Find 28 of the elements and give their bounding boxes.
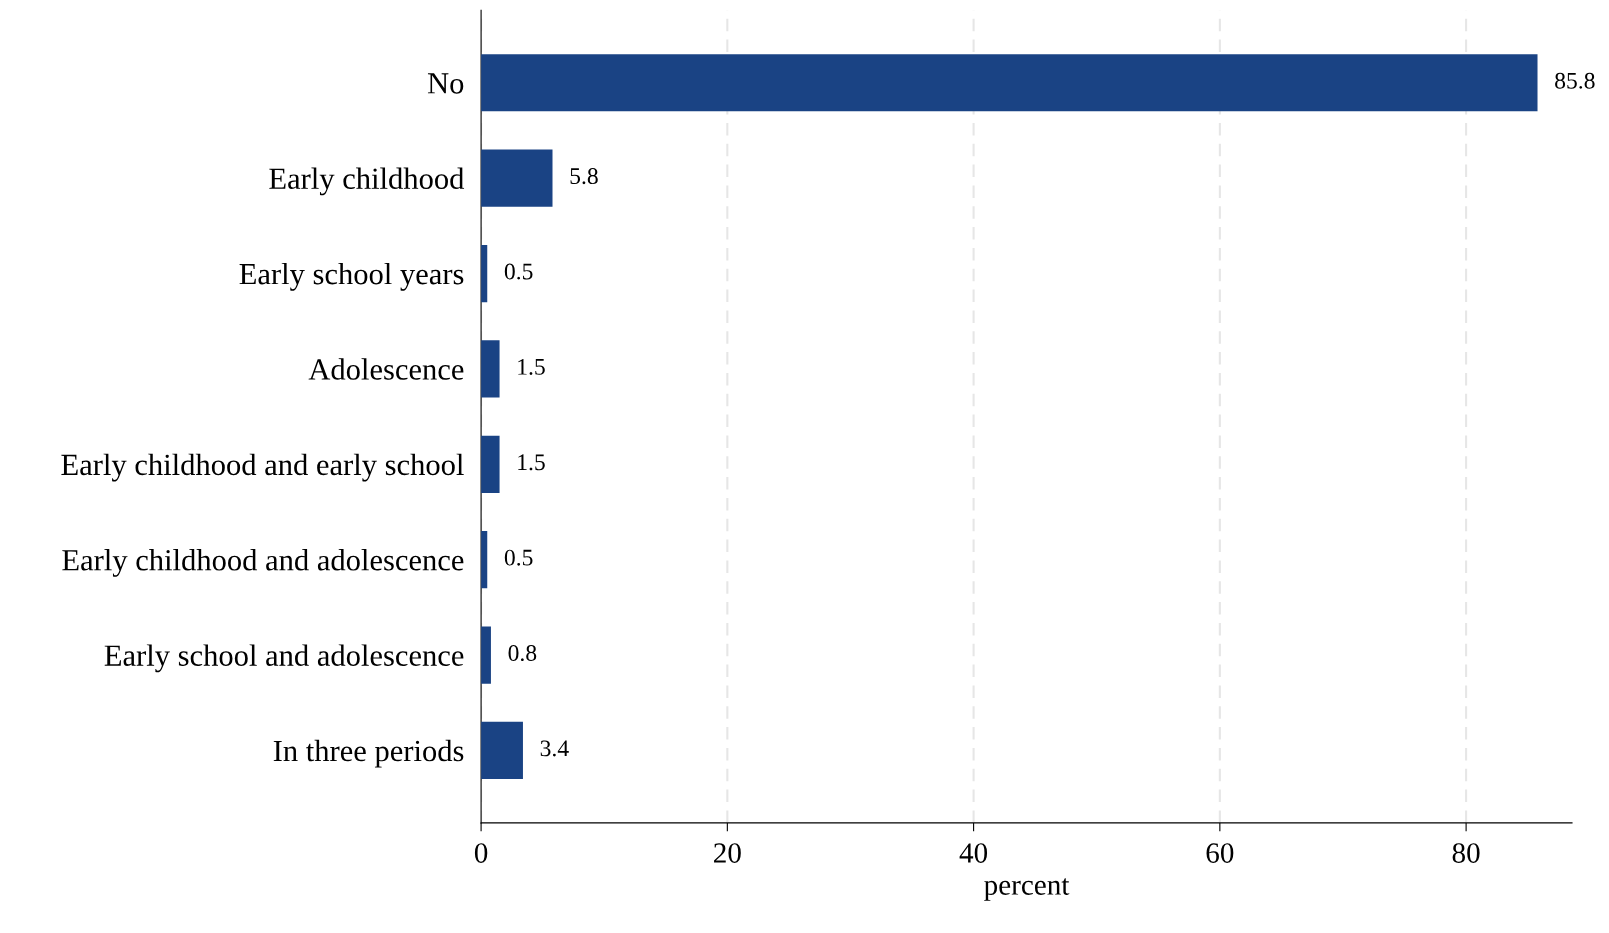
y-tick-label: Early school years: [239, 262, 464, 291]
y-tick-label: Adolescence: [308, 358, 464, 380]
x-tick-label: 0: [474, 843, 488, 863]
data-label: 0.8: [508, 645, 537, 662]
bar: [481, 149, 553, 207]
data-label: 0.5: [504, 263, 533, 280]
data-label: 5.8: [570, 168, 598, 185]
y-tick-label: Early childhood and adolescence: [62, 549, 464, 577]
bar: [481, 340, 500, 398]
x-tick-label: 60: [1206, 843, 1234, 863]
data-label: 1.5: [518, 358, 545, 375]
bar: [481, 721, 523, 780]
data-label: 3.4: [540, 740, 569, 757]
bar: [481, 54, 1538, 112]
y-tick-label: Early school and adolescence: [104, 644, 464, 673]
y-tick-label: No: [427, 73, 464, 94]
x-tick-label: 80: [1452, 843, 1480, 863]
y-tick-label: Early childhood and early school: [61, 453, 464, 482]
data-label: 0.5: [504, 549, 533, 566]
bar: [481, 626, 491, 684]
x-tick-label: 40: [959, 843, 988, 863]
y-tick-label: In three periods: [273, 739, 464, 768]
data-label: 1.5: [518, 454, 545, 471]
x-tick-label: 20: [714, 843, 741, 863]
data-label: 85.8: [1555, 72, 1595, 89]
bar: [481, 435, 500, 493]
x-axis-title: percent: [984, 878, 1070, 901]
y-tick-label: Early childhood: [269, 167, 465, 196]
